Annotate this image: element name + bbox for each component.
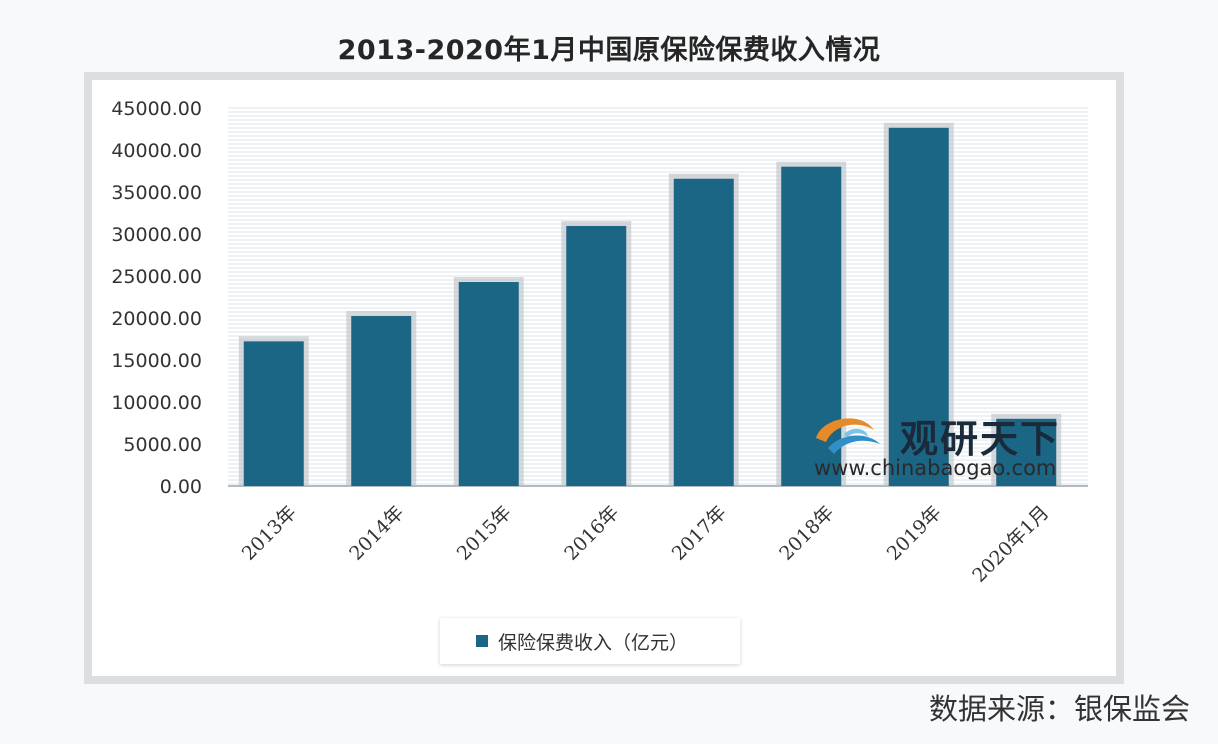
y-tick-label: 5000.00: [123, 434, 202, 456]
bar: [888, 127, 949, 487]
x-tick-label: 2017年: [668, 502, 731, 565]
bar: [996, 418, 1057, 486]
legend-swatch: [476, 635, 488, 647]
watermark-name: 观研天下: [900, 417, 1061, 461]
bar: [458, 282, 519, 486]
y-tick-label: 45000.00: [111, 98, 202, 120]
y-tick-label: 35000.00: [111, 182, 202, 204]
bar: [351, 316, 412, 486]
bar: [566, 225, 627, 486]
y-tick-label: 40000.00: [111, 140, 202, 162]
legend: 保险保费收入（亿元）: [440, 618, 740, 664]
x-tick-label: 2018年: [775, 502, 838, 565]
y-axis-ticks: 0.00 5000.00 10000.00 15000.00 20000.00 25000…: [111, 98, 202, 498]
x-tick-label: 2015年: [453, 502, 516, 565]
y-tick-label: 30000.00: [111, 224, 202, 246]
x-tick-label: 2019年: [883, 502, 946, 565]
y-tick-label: 25000.00: [111, 266, 202, 288]
y-tick-label: 20000.00: [111, 308, 202, 330]
bars: [238, 122, 1062, 487]
bar: [673, 178, 734, 486]
x-tick-label: 2016年: [560, 502, 623, 565]
chart-title: 2013-2020年1月中国原保险保费收入情况: [337, 35, 881, 66]
legend-label: 保险保费收入（亿元）: [498, 631, 689, 654]
watermark-logo: 观研天下 www.chinabaogao.com: [808, 404, 1088, 488]
data-source: 数据来源：银保监会: [928, 692, 1190, 726]
y-tick-label: 10000.00: [111, 392, 202, 414]
bar: [243, 341, 304, 486]
x-tick-label: 2014年: [345, 502, 408, 565]
watermark-url: www.chinabaogao.com: [814, 456, 1057, 480]
y-tick-label: 0.00: [160, 476, 202, 498]
y-tick-label: 15000.00: [111, 350, 202, 372]
x-tick-label: 2013年: [238, 502, 301, 565]
watermark-swirl-icon: [816, 418, 880, 454]
x-axis-ticks: 2013年 2014年 2015年 2016年 2017年 2018年 2019年 2020年…: [238, 502, 1054, 587]
x-tick-label: 2020年1月: [968, 502, 1053, 587]
